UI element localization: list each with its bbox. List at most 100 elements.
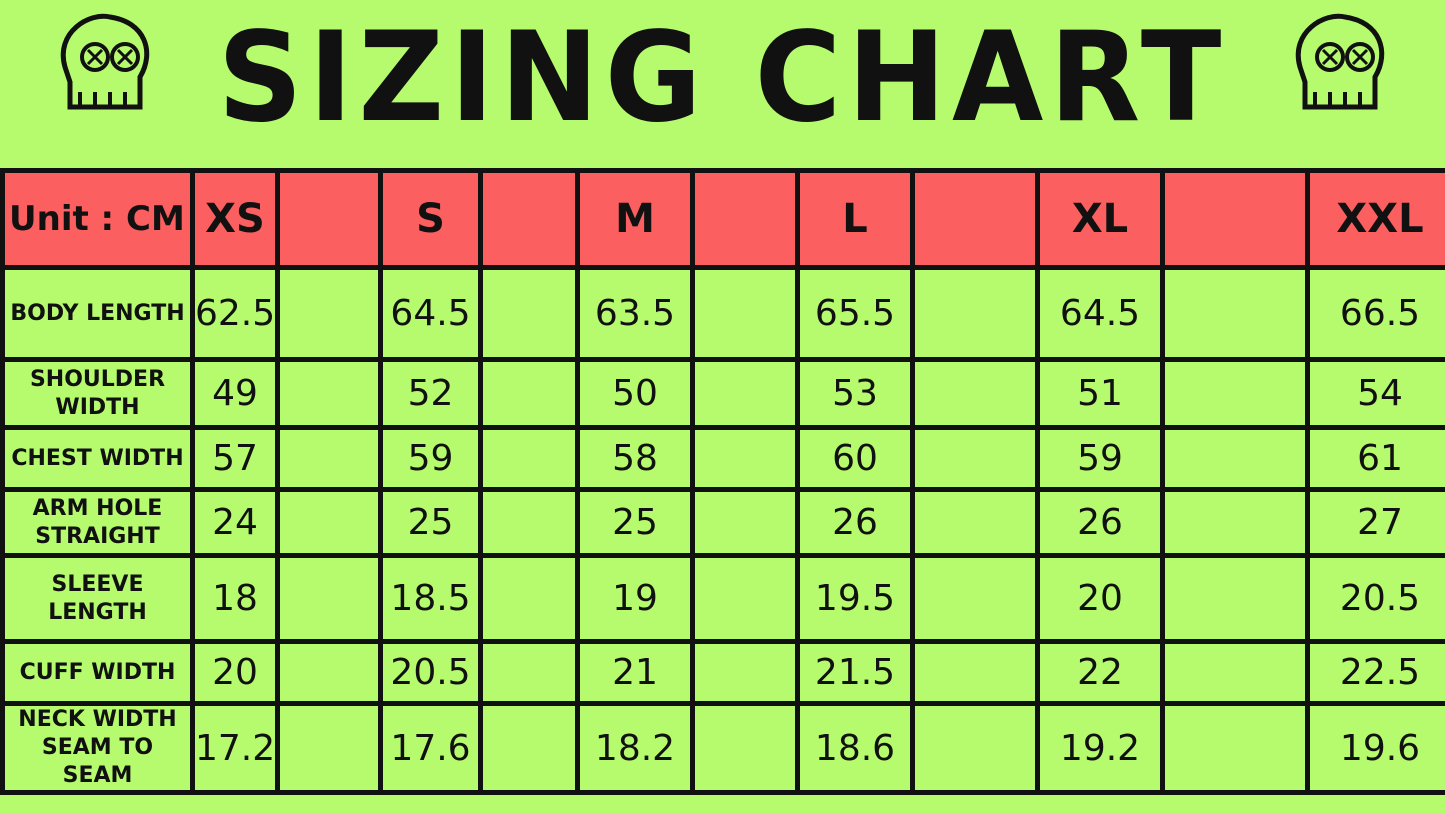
size-header-xs: XS: [190, 168, 280, 270]
value-cell-xxl: 20.5: [1305, 553, 1445, 644]
blank-header: [1160, 168, 1310, 270]
value-cell-m: 58: [575, 425, 695, 492]
value-cell-xs: 18: [190, 553, 280, 644]
blank-cell: [1160, 701, 1310, 795]
row-label: BODY LENGTH: [0, 265, 195, 362]
blank-cell: [910, 425, 1040, 492]
value-cell-s: 17.6: [378, 701, 483, 795]
blank-cell: [275, 357, 383, 430]
table-row: BODY LENGTH 62.5 64.5 63.5 65.5 64.5 66.5: [0, 265, 1445, 362]
blank-cell: [690, 639, 800, 706]
value-cell-s: 52: [378, 357, 483, 430]
table-row: ARM HOLE STRAIGHT 24 25 25 26 26 27: [0, 487, 1445, 558]
value-cell-l: 53: [795, 357, 915, 430]
blank-cell: [910, 701, 1040, 795]
size-header-xl: XL: [1035, 168, 1165, 270]
blank-cell: [690, 553, 800, 644]
blank-cell: [478, 357, 580, 430]
unit-label: Unit : CM: [0, 168, 195, 270]
blank-cell: [275, 425, 383, 492]
blank-cell: [478, 553, 580, 644]
row-label: SHOULDER WIDTH: [0, 357, 195, 430]
value-cell-xxl: 61: [1305, 425, 1445, 492]
blank-cell: [275, 487, 383, 558]
blank-cell: [910, 265, 1040, 362]
blank-cell: [910, 487, 1040, 558]
blank-cell: [478, 265, 580, 362]
value-cell-xl: 59: [1035, 425, 1165, 492]
blank-cell: [275, 553, 383, 644]
blank-cell: [1160, 265, 1310, 362]
header-row: Unit : CM XS S M L XL XXL: [0, 168, 1445, 270]
value-cell-xs: 57: [190, 425, 280, 492]
value-cell-xs: 49: [190, 357, 280, 430]
size-header-l: L: [795, 168, 915, 270]
blank-cell: [690, 487, 800, 558]
value-cell-s: 64.5: [378, 265, 483, 362]
table-row: SLEEVE LENGTH 18 18.5 19 19.5 20 20.5: [0, 553, 1445, 644]
value-cell-xl: 64.5: [1035, 265, 1165, 362]
table-row: CUFF WIDTH 20 20.5 21 21.5 22 22.5: [0, 639, 1445, 706]
row-label: SLEEVE LENGTH: [0, 553, 195, 644]
value-cell-xxl: 54: [1305, 357, 1445, 430]
value-cell-xl: 26: [1035, 487, 1165, 558]
row-label: CUFF WIDTH: [0, 639, 195, 706]
value-cell-xxl: 66.5: [1305, 265, 1445, 362]
size-header-xxl: XXL: [1305, 168, 1445, 270]
value-cell-m: 25: [575, 487, 695, 558]
sizing-table: Unit : CM XS S M L XL XXL BODY LENGTH 62.5 64.5…: [0, 168, 1445, 795]
blank-cell: [1160, 487, 1310, 558]
value-cell-l: 65.5: [795, 265, 915, 362]
value-cell-xxl: 22.5: [1305, 639, 1445, 706]
blank-header: [275, 168, 383, 270]
value-cell-l: 60: [795, 425, 915, 492]
value-cell-m: 19: [575, 553, 695, 644]
blank-cell: [275, 265, 383, 362]
blank-cell: [275, 701, 383, 795]
value-cell-xl: 20: [1035, 553, 1165, 644]
value-cell-l: 19.5: [795, 553, 915, 644]
value-cell-xs: 17.2: [190, 701, 280, 795]
table-row: NECK WIDTH SEAM TO SEAM 17.2 17.6 18.2 18.6 1…: [0, 701, 1445, 795]
blank-cell: [910, 639, 1040, 706]
blank-header: [910, 168, 1040, 270]
blank-header: [690, 168, 800, 270]
blank-cell: [478, 487, 580, 558]
value-cell-s: 18.5: [378, 553, 483, 644]
row-label: CHEST WIDTH: [0, 425, 195, 492]
value-cell-m: 50: [575, 357, 695, 430]
value-cell-m: 63.5: [575, 265, 695, 362]
blank-cell: [478, 639, 580, 706]
table-row: CHEST WIDTH 57 59 58 60 59 61: [0, 425, 1445, 492]
value-cell-l: 18.6: [795, 701, 915, 795]
size-header-m: M: [575, 168, 695, 270]
blank-cell: [478, 425, 580, 492]
value-cell-xl: 19.2: [1035, 701, 1165, 795]
blank-cell: [1160, 357, 1310, 430]
value-cell-l: 21.5: [795, 639, 915, 706]
value-cell-m: 21: [575, 639, 695, 706]
table-row: SHOULDER WIDTH 49 52 50 53 51 54: [0, 357, 1445, 430]
blank-cell: [690, 701, 800, 795]
value-cell-xs: 24: [190, 487, 280, 558]
value-cell-xl: 51: [1035, 357, 1165, 430]
value-cell-s: 20.5: [378, 639, 483, 706]
blank-cell: [478, 701, 580, 795]
chart-title: SIZING CHART: [217, 4, 1228, 150]
value-cell-xs: 62.5: [190, 265, 280, 362]
blank-cell: [275, 639, 383, 706]
row-label: NECK WIDTH SEAM TO SEAM: [0, 701, 195, 795]
size-header-s: S: [378, 168, 483, 270]
value-cell-s: 25: [378, 487, 483, 558]
value-cell-s: 59: [378, 425, 483, 492]
value-cell-l: 26: [795, 487, 915, 558]
blank-cell: [910, 357, 1040, 430]
skull-icon-left: [60, 13, 150, 110]
blank-header: [478, 168, 580, 270]
row-label: ARM HOLE STRAIGHT: [0, 487, 195, 558]
blank-cell: [690, 357, 800, 430]
blank-cell: [1160, 425, 1310, 492]
skull-icon-right: [1295, 13, 1385, 110]
blank-cell: [910, 553, 1040, 644]
value-cell-xxl: 27: [1305, 487, 1445, 558]
